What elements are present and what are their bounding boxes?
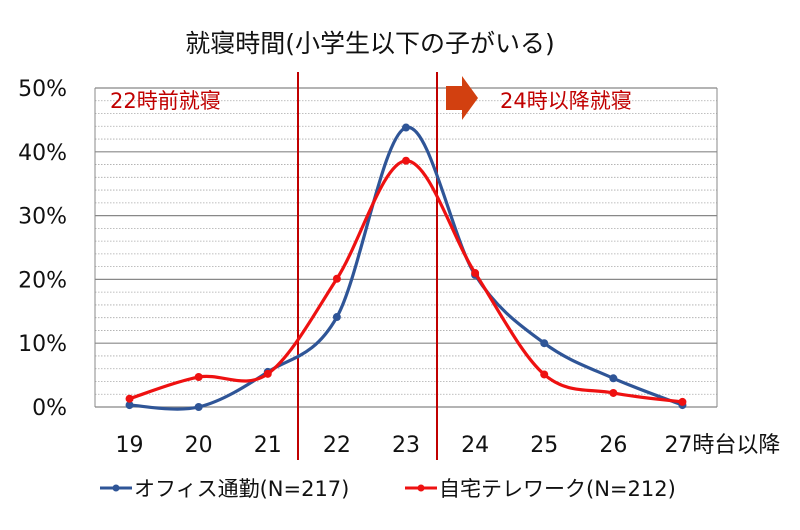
chart-title: 就寝時間(小学生以下の子がいる) [185, 29, 555, 58]
x-tick-label: 21 [254, 433, 282, 458]
data-point [471, 269, 480, 278]
legend-label-telework: 自宅テレワーク(N=212) [439, 477, 676, 501]
data-point [402, 156, 410, 165]
data-point [540, 339, 549, 348]
data-point [609, 374, 618, 383]
data-point [402, 123, 410, 132]
y-tick-label: 20% [18, 268, 67, 293]
legend: オフィス通勤(N=217) 自宅テレワーク(N=212) [100, 477, 676, 501]
y-tick-label: 10% [18, 332, 67, 357]
x-tick-label: 19 [116, 433, 144, 458]
x-tick-label: 23 [392, 433, 420, 458]
y-tick-label: 30% [18, 205, 67, 230]
data-point [125, 401, 134, 410]
x-tick-label: 22 [323, 433, 351, 458]
series-line-0 [129, 125, 684, 411]
series-line-1 [129, 159, 683, 404]
data-point [332, 313, 341, 322]
legend-marker-office [112, 484, 120, 492]
arrow-right-icon [446, 76, 478, 120]
y-tick-label: 50% [18, 77, 67, 102]
y-tick-label: 40% [18, 141, 67, 166]
data-point [194, 373, 203, 382]
data-point [125, 394, 134, 403]
y-tick-label: 0% [32, 396, 67, 421]
x-tick-label: 24 [461, 433, 489, 458]
data-point [540, 370, 549, 379]
legend-label-office: オフィス通勤(N=217) [134, 477, 349, 501]
x-tick-label: 20 [185, 433, 213, 458]
data-point [263, 369, 272, 378]
data-point [609, 388, 618, 397]
data-point [678, 397, 687, 406]
annotation-before: 22時前就寝 [110, 89, 221, 113]
x-tick-label: 25 [530, 433, 558, 458]
x-tick-label: 27時台以降 [664, 433, 780, 458]
legend-marker-telework [417, 484, 425, 492]
annotation-after: 24時以降就寝 [500, 89, 632, 113]
x-tick-label: 26 [599, 433, 627, 458]
data-point [194, 403, 203, 411]
data-point [332, 274, 341, 283]
